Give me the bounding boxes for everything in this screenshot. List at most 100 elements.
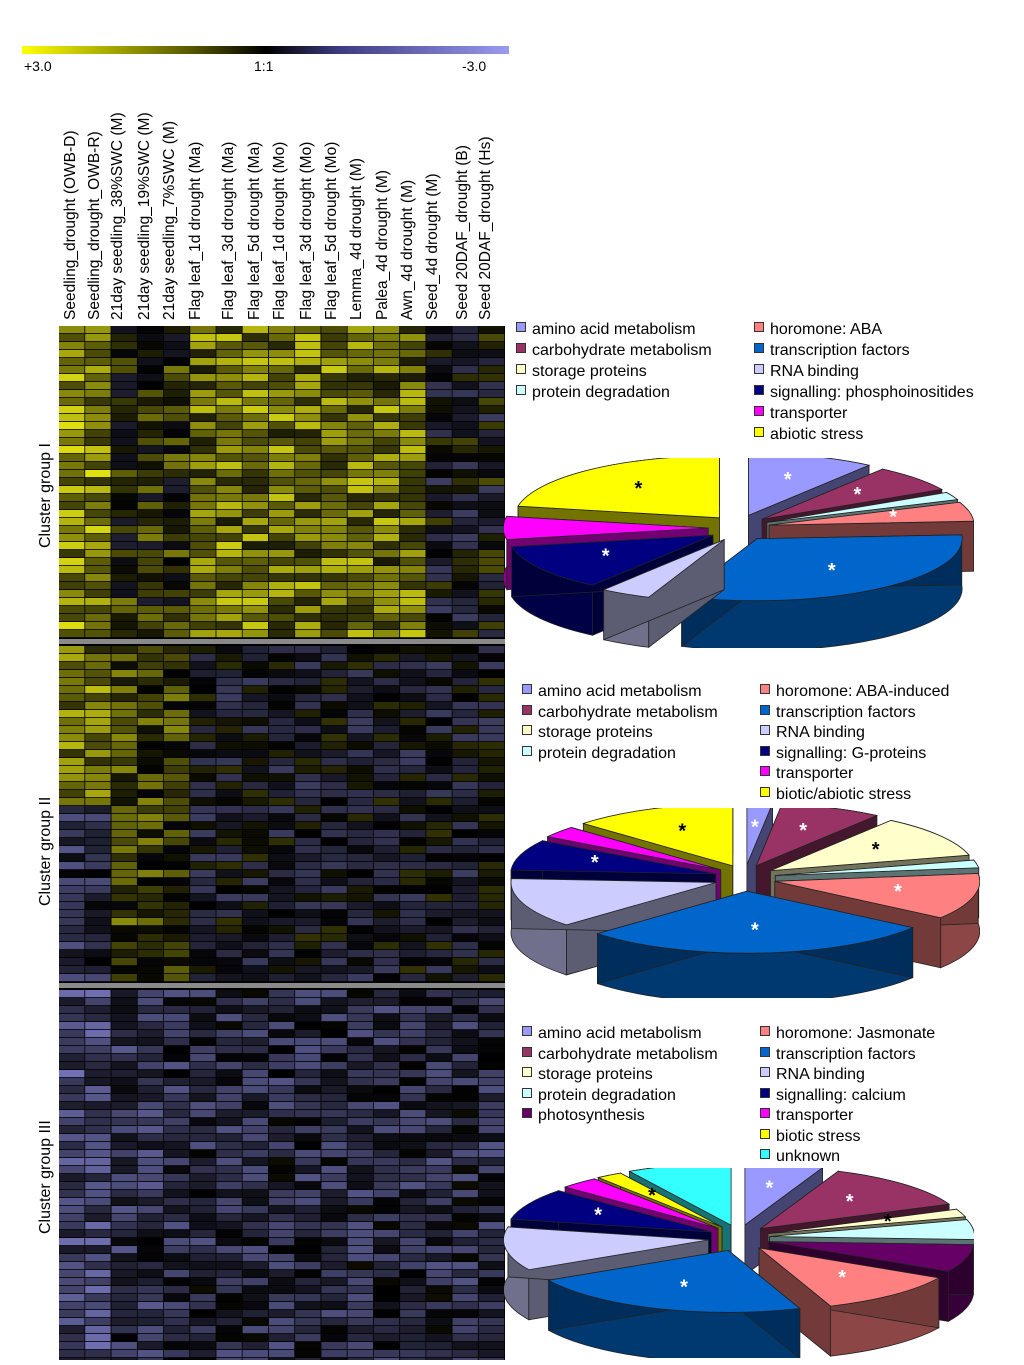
heatmap-cell — [452, 494, 478, 502]
heatmap-cell — [452, 382, 478, 390]
heatmap-cell — [190, 1134, 216, 1142]
heatmap-cell — [295, 1334, 321, 1342]
heatmap-cell — [426, 1246, 452, 1254]
heatmap-cell — [59, 830, 85, 838]
heatmap-cell — [373, 782, 400, 790]
heatmap-cell — [321, 966, 347, 974]
heatmap-cell — [85, 1294, 111, 1302]
heatmap-cell — [242, 670, 268, 678]
heatmap-cell — [85, 406, 111, 414]
heatmap-cell — [163, 966, 190, 974]
heatmap-cell — [373, 526, 400, 534]
pie-slice: * — [680, 534, 963, 648]
heatmap-cell — [268, 486, 295, 494]
heatmap-cell — [295, 678, 321, 686]
heatmap-cell — [478, 1134, 505, 1142]
heatmap-cell — [268, 382, 295, 390]
heatmap-cell — [373, 942, 400, 950]
heatmap-cell — [190, 974, 216, 982]
heatmap-cell — [163, 870, 190, 878]
heatmap-cell — [347, 1286, 373, 1294]
heatmap-cell — [452, 894, 478, 902]
heatmap-cell — [268, 1222, 295, 1230]
heatmap-cell — [190, 766, 216, 774]
heatmap-cell — [216, 550, 242, 558]
heatmap-cell — [478, 510, 505, 518]
heatmap-cell — [426, 366, 452, 374]
heatmap-cell — [242, 1278, 268, 1286]
heatmap-cell — [400, 1158, 426, 1166]
heatmap-cell — [373, 1310, 400, 1318]
heatmap-cell — [137, 622, 164, 630]
heatmap-cell — [426, 782, 452, 790]
heatmap-cell — [347, 950, 373, 958]
heatmap-cell — [242, 1134, 268, 1142]
heatmap-cell — [137, 470, 164, 478]
heatmap-cell — [216, 1230, 242, 1238]
heatmap-cell — [452, 766, 478, 774]
heatmap-cell — [268, 478, 295, 486]
heatmap-cell — [216, 358, 242, 366]
heatmap-cell — [400, 1094, 426, 1102]
heatmap-cell — [163, 1198, 190, 1206]
heatmap-cell — [137, 1118, 164, 1126]
pie-slice-top — [757, 1247, 941, 1307]
heatmap-cell — [452, 1334, 478, 1342]
heatmap-cell — [426, 942, 452, 950]
legend-swatch — [760, 1067, 770, 1077]
heatmap-cell — [216, 582, 242, 590]
legend-item: signalling: calcium — [760, 1087, 906, 1104]
heatmap-cell — [373, 646, 400, 654]
heatmap-cell — [321, 742, 347, 750]
heatmap-cell — [85, 438, 111, 446]
heatmap-cell — [137, 430, 164, 438]
heatmap-cell — [321, 662, 347, 670]
heatmap-cell — [137, 822, 164, 830]
heatmap-cell — [321, 1302, 347, 1310]
heatmap-cell — [268, 1054, 295, 1062]
heatmap-cell — [347, 790, 373, 798]
heatmap-cell — [268, 1014, 295, 1022]
heatmap-cell — [137, 326, 164, 334]
heatmap-cell — [321, 686, 347, 694]
heatmap-cell — [216, 1246, 242, 1254]
heatmap-cell — [190, 454, 216, 462]
heatmap-cell — [268, 1062, 295, 1070]
heatmap-cell — [295, 422, 321, 430]
heatmap-cell — [190, 534, 216, 542]
heatmap-cell — [190, 566, 216, 574]
heatmap-cell — [163, 990, 190, 998]
pie-slice-top — [581, 808, 734, 867]
heatmap-cell — [478, 734, 505, 742]
heatmap-cell — [426, 1278, 452, 1286]
heatmap-cell — [190, 942, 216, 950]
heatmap-cell — [163, 358, 190, 366]
heatmap-cell — [478, 998, 505, 1006]
heatmap-cell — [426, 918, 452, 926]
heatmap-cell — [426, 566, 452, 574]
heatmap-cell — [111, 1134, 137, 1142]
heatmap-cell — [85, 678, 111, 686]
heatmap-cell — [242, 806, 268, 814]
legend-item: transcription factors — [754, 343, 910, 359]
heatmap-cell — [190, 790, 216, 798]
heatmap-cell — [268, 1214, 295, 1222]
heatmap-cell — [452, 814, 478, 822]
heatmap-cell — [400, 606, 426, 614]
heatmap-cell — [163, 766, 190, 774]
heatmap-cell — [85, 1030, 111, 1038]
heatmap-cell — [85, 926, 111, 934]
heatmap-cell — [242, 750, 268, 758]
heatmap-cell — [216, 1238, 242, 1246]
heatmap-cell — [163, 654, 190, 662]
heatmap-cell — [190, 830, 216, 838]
pie-significance-mark: * — [766, 1177, 774, 1199]
heatmap-cell — [478, 478, 505, 486]
legend-swatch — [760, 1046, 770, 1057]
column-label: 21day seedling_38%SWC (M) — [109, 112, 126, 320]
heatmap-cell — [59, 1350, 85, 1358]
heatmap-cell — [216, 710, 242, 718]
heatmap-cell — [400, 934, 426, 942]
heatmap-cell — [295, 494, 321, 502]
pie-slice-top — [770, 820, 970, 871]
